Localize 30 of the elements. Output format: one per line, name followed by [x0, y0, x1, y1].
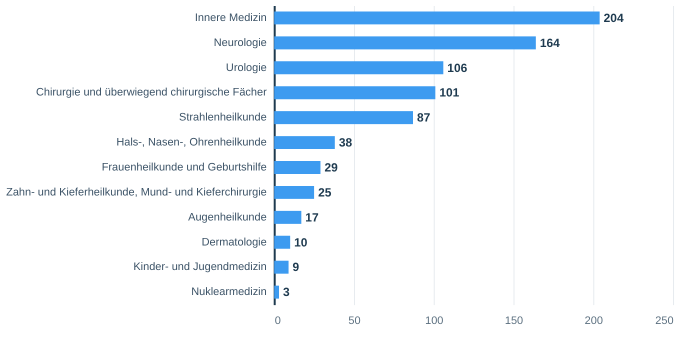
y-tick-label: Hals-, Nasen-, Ohrenheilkunde [116, 136, 267, 149]
y-tick-label: Innere Medizin [194, 12, 267, 24]
data-label: 38 [338, 136, 352, 150]
data-label: 164 [540, 36, 560, 50]
y-tick-label: Nuklearmedizin [191, 286, 267, 298]
y-tick-label: Frauenheilkunde und Geburtshilfe [102, 161, 267, 174]
x-tick-label: 50 [348, 315, 361, 328]
x-tick-label: 200 [584, 315, 603, 328]
x-tick-label: 250 [655, 315, 674, 328]
y-tick-label: Neurologie [214, 36, 267, 49]
data-label: 10 [294, 235, 308, 250]
y-tick-label: Zahn- und Kieferheilkunde, Mund- und Kieferchirurgie [6, 186, 267, 198]
data-label: 9 [292, 260, 300, 274]
data-label: 17 [305, 210, 319, 224]
y-tick-label: Kinder- und Jugendmedizin [133, 261, 267, 274]
y-tick-label: Strahlenheilkunde [179, 112, 267, 124]
y-tick-label: Urologie [226, 62, 267, 74]
data-label: 106 [447, 60, 468, 75]
x-tick-label: 100 [425, 315, 444, 328]
y-tick-label: Augenheilkunde [188, 211, 267, 224]
x-tick-label: 150 [504, 315, 524, 328]
data-label: 25 [318, 185, 332, 200]
x-tick-label: 0 [274, 315, 281, 328]
data-label: 3 [282, 285, 290, 300]
y-tick-label: Chirurgie und überwiegend chirurgische Fächer [36, 86, 268, 99]
y-tick-label: Dermatologie [202, 236, 267, 248]
data-label: 29 [324, 160, 338, 174]
data-label: 204 [604, 10, 624, 25]
data-label: 87 [416, 110, 431, 125]
data-label: 101 [439, 86, 460, 100]
